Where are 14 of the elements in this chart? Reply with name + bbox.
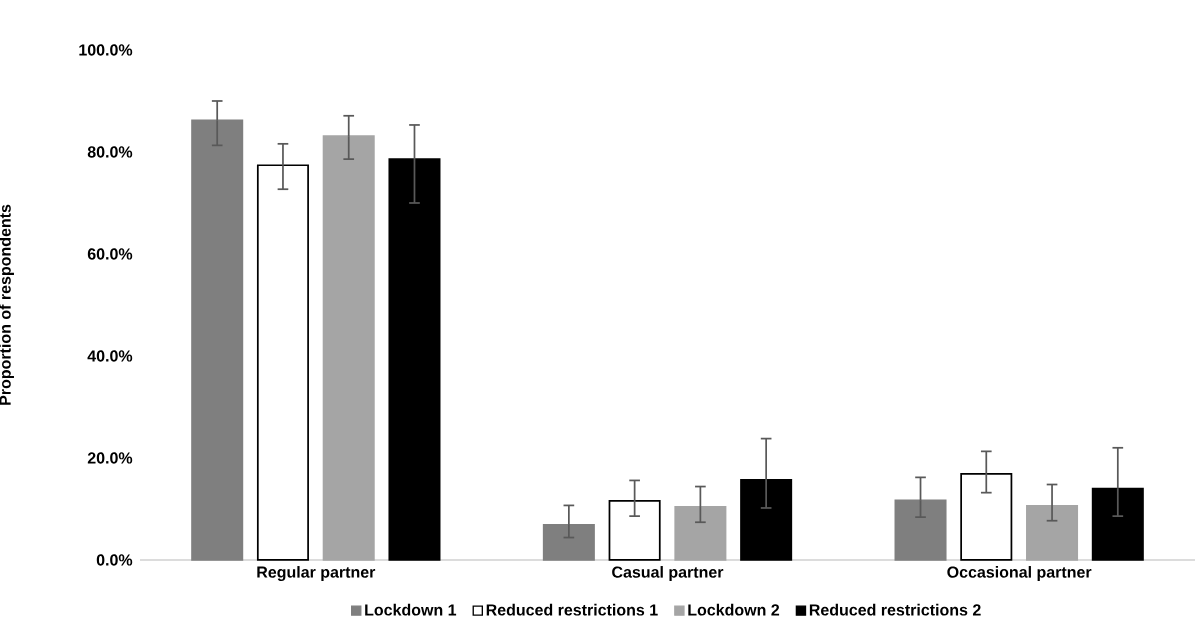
x-tick-label: Occasional partner (947, 566, 1092, 581)
y-tick-label: 40.0% (87, 350, 133, 362)
y-axis-title: Proportion of respondents (0, 204, 14, 405)
legend-label: Reduced restrictions 2 (809, 603, 981, 616)
y-tick-label: 60.0% (87, 248, 133, 260)
legend-label: Reduced restrictions 1 (486, 603, 658, 616)
x-tick-label: Regular partner (257, 566, 376, 582)
y-tick-label: 100.0% (79, 44, 133, 56)
y-tick-label: 80.0% (87, 146, 133, 158)
y-tick-label: 20.0% (87, 452, 133, 464)
y-tick-label: 0.0% (96, 554, 133, 566)
x-tick-label: Casual partner (612, 566, 724, 581)
legend-label: Lockdown 2 (688, 603, 780, 616)
legend-label: Lockdown 1 (365, 603, 457, 616)
